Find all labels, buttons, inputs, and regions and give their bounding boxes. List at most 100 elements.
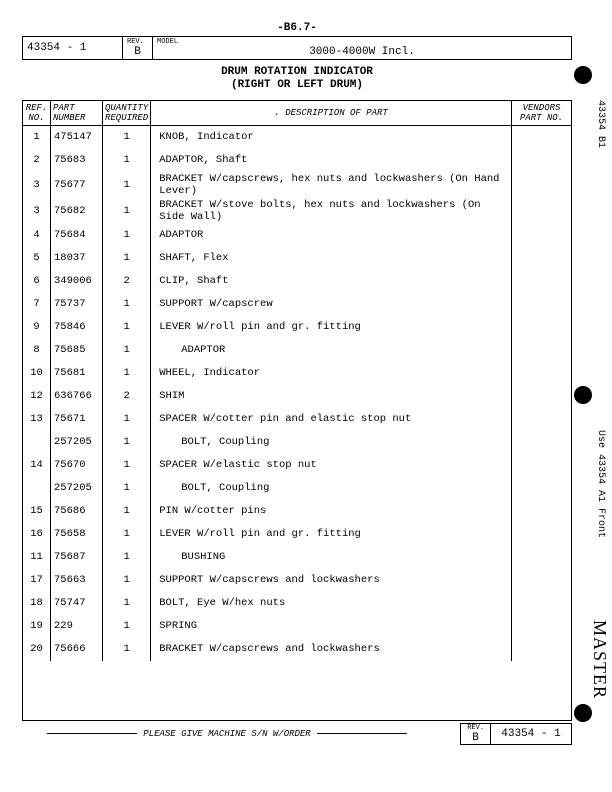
- cell-desc: KNOB, Indicator: [151, 126, 512, 149]
- cell-vend: [512, 198, 572, 224]
- cell-qty: 1: [103, 149, 151, 172]
- cell-ref: 20: [23, 638, 51, 661]
- table-row: 3756771BRACKET W/capscrews, hex nuts and…: [23, 172, 572, 198]
- cell-part: 18037: [51, 247, 103, 270]
- cell-desc: ADAPTOR: [151, 339, 512, 362]
- cell-part: 75670: [51, 454, 103, 477]
- cell-vend: [512, 523, 572, 546]
- cell-qty: 1: [103, 126, 151, 149]
- punch-hole-icon: [574, 704, 592, 722]
- cell-desc: LEVER W/roll pin and gr. fitting: [151, 523, 512, 546]
- cell-part: 75677: [51, 172, 103, 198]
- cell-qty: 1: [103, 362, 151, 385]
- table-row: 13756711SPACER W/cotter pin and elastic …: [23, 408, 572, 431]
- cell-desc: ADAPTOR, Shaft: [151, 149, 512, 172]
- cell-vend: [512, 546, 572, 569]
- cell-vend: [512, 592, 572, 615]
- table-row: 7757371SUPPORT W/capscrew: [23, 293, 572, 316]
- header-model-label: MODEL: [157, 39, 567, 46]
- cell-part: 636766: [51, 385, 103, 408]
- header-box: 43354 - 1 REV. B MODEL 3000-4000W Incl.: [22, 36, 572, 60]
- cell-ref: 19: [23, 615, 51, 638]
- cell-part: 75685: [51, 339, 103, 362]
- cell-part: 75663: [51, 569, 103, 592]
- footer-doc-value: 43354 - 1: [497, 728, 565, 740]
- header-doc: 43354 - 1: [23, 37, 123, 59]
- table-row: 17756631SUPPORT W/capscrews and lockwash…: [23, 569, 572, 592]
- cell-part: 75671: [51, 408, 103, 431]
- cell-desc: BUSHING: [151, 546, 512, 569]
- table-row: 63490062CLIP, Shaft: [23, 270, 572, 293]
- cell-part: 75683: [51, 149, 103, 172]
- cell-vend: [512, 339, 572, 362]
- parts-table: REF.NO. PARTNUMBER QUANTITYREQUIRED . DE…: [22, 100, 572, 721]
- cell-ref: 18: [23, 592, 51, 615]
- footer-doc: 43354 - 1: [491, 724, 571, 744]
- cell-qty: 1: [103, 569, 151, 592]
- cell-vend: [512, 293, 572, 316]
- table-row: 14756701SPACER W/elastic stop nut: [23, 454, 572, 477]
- cell-desc: ADAPTOR: [151, 224, 512, 247]
- title-line-1: DRUM ROTATION INDICATOR: [22, 66, 572, 79]
- punch-hole-icon: [574, 386, 592, 404]
- cell-part: 75846: [51, 316, 103, 339]
- cell-desc: PIN W/cotter pins: [151, 500, 512, 523]
- cell-qty: 1: [103, 615, 151, 638]
- cell-ref: 3: [23, 172, 51, 198]
- title-block: DRUM ROTATION INDICATOR (RIGHT OR LEFT D…: [22, 66, 572, 92]
- cell-qty: 1: [103, 293, 151, 316]
- cell-vend: [512, 569, 572, 592]
- cell-ref: 5: [23, 247, 51, 270]
- table-row: 20756661BRACKET W/capscrews and lockwash…: [23, 638, 572, 661]
- cell-desc: SPACER W/cotter pin and elastic stop nut: [151, 408, 512, 431]
- cell-vend: [512, 316, 572, 339]
- col-header-desc: . DESCRIPTION OF PART: [151, 101, 512, 126]
- cell-vend: [512, 247, 572, 270]
- cell-qty: 1: [103, 500, 151, 523]
- cell-ref: 2: [23, 149, 51, 172]
- col-header-part: PARTNUMBER: [51, 101, 103, 126]
- punch-hole-icon: [574, 66, 592, 84]
- table-row: 14751471KNOB, Indicator: [23, 126, 572, 149]
- col-header-vend: VENDORSPART NO.: [512, 101, 572, 126]
- cell-vend: [512, 431, 572, 454]
- cell-vend: [512, 224, 572, 247]
- table-row: 8756851ADAPTOR: [23, 339, 572, 362]
- cell-vend: [512, 126, 572, 149]
- cell-qty: 1: [103, 454, 151, 477]
- cell-ref: 12: [23, 385, 51, 408]
- cell-desc: BOLT, Eye W/hex nuts: [151, 592, 512, 615]
- cell-vend: [512, 477, 572, 500]
- cell-part: 75687: [51, 546, 103, 569]
- cell-part: 229: [51, 615, 103, 638]
- cell-ref: 7: [23, 293, 51, 316]
- cell-ref: [23, 431, 51, 454]
- table-row: 126367662SHIM: [23, 385, 572, 408]
- cell-ref: 10: [23, 362, 51, 385]
- cell-qty: 1: [103, 247, 151, 270]
- cell-ref: 13: [23, 408, 51, 431]
- side-text-2: Use 43354 A1 Front: [595, 430, 606, 538]
- cell-part: 257205: [51, 477, 103, 500]
- cell-qty: 1: [103, 172, 151, 198]
- footer-rev-value: B: [467, 732, 484, 744]
- cell-ref: 8: [23, 339, 51, 362]
- table-row: 3756821BRACKET W/stove bolts, hex nuts a…: [23, 198, 572, 224]
- cell-vend: [512, 638, 572, 661]
- cell-desc: SHIM: [151, 385, 512, 408]
- cell-ref: 3: [23, 198, 51, 224]
- cell-ref: 11: [23, 546, 51, 569]
- cell-part: 475147: [51, 126, 103, 149]
- header-rev-label: REV.: [127, 39, 148, 46]
- cell-ref: 14: [23, 454, 51, 477]
- cell-desc: SPRING: [151, 615, 512, 638]
- footer-rev-label: REV.: [467, 725, 484, 732]
- cell-part: 75747: [51, 592, 103, 615]
- cell-desc: SPACER W/elastic stop nut: [151, 454, 512, 477]
- table-row: 2756831ADAPTOR, Shaft: [23, 149, 572, 172]
- cell-qty: 1: [103, 339, 151, 362]
- page-number: -B6.7-: [22, 22, 572, 34]
- cell-ref: 15: [23, 500, 51, 523]
- title-line-2: (RIGHT OR LEFT DRUM): [22, 79, 572, 92]
- cell-part: 75682: [51, 198, 103, 224]
